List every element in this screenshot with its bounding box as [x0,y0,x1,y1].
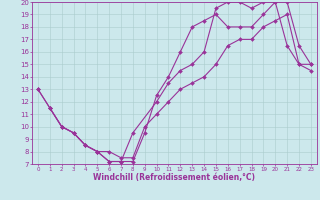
X-axis label: Windchill (Refroidissement éolien,°C): Windchill (Refroidissement éolien,°C) [93,173,255,182]
